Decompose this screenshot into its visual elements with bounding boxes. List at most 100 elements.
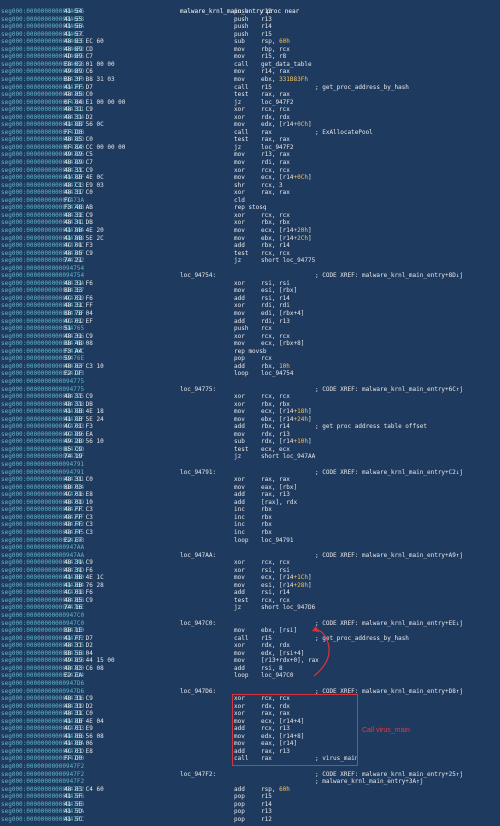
disasm-line[interactable]: seg000:00000000000946EE 48 83 EC 60 sub rsp… [0,38,500,46]
disasm-line[interactable]: seg000:0000000000094737 48 31 C0 xor rax, r… [0,189,500,197]
disasm-line[interactable]: seg000:00000000000947E3 4C 01 E9 add rcx, r… [0,725,500,733]
disasm-line[interactable]: seg000:00000000000947F6 41 5F pop r15 [0,793,500,801]
disasm-line[interactable]: seg000:0000000000094729 48 89 C7 mov rdi, r… [0,159,500,167]
disasm-line[interactable]: seg000:00000000000946EA 41 56 push r14 [0,23,500,31]
disasm-line[interactable]: seg000:0000000000094762 4C 01 EF add rdi, r… [0,318,500,326]
disasm-line[interactable]: seg000:00000000000946F2 48 89 CD mov rbp, r… [0,46,500,54]
disasm-line[interactable]: seg000:0000000000094791 48 31 C0 xor rax, r… [0,476,500,484]
disasm-line[interactable]: seg000:0000000000094717 41 8B 56 0C mov edx… [0,121,500,129]
disasm-line[interactable]: seg000:0000000000094791 [0,461,500,469]
disasm-line[interactable]: seg000:000000000009472C 48 31 C9 xor rcx, r… [0,167,500,175]
disasm-line[interactable]: seg000:0000000000094705 41 FF D7 call r15 ; … [0,84,500,92]
disasm-line[interactable]: seg000:00000000000946FD 49 89 C6 mov r14, r… [0,68,500,76]
disasm-line[interactable]: seg000:000000000009472F 41 8B 4E 0C mov ecx… [0,174,500,182]
disasm-line[interactable]: seg000:0000000000094794 8B 03 mov eax, [rbx… [0,484,500,492]
disasm-line[interactable]: seg000:00000000000947C2 41 FF D7 call r15 ; … [0,635,500,643]
disasm-line[interactable]: seg000:0000000000094759 4C 01 F6 add rsi, r… [0,295,500,303]
disasm-line[interactable]: seg000:00000000000947DC 48 31 C0 xor rax, r… [0,710,500,718]
disasm-line[interactable]: seg000:000000000009473B F3 48 AB rep stosq [0,204,500,212]
disasm-line[interactable]: seg000:00000000000947F8 41 5E pop r14 [0,801,500,809]
disasm-line[interactable]: seg000:0000000000094799 48 01 10 add [rax],… [0,499,500,507]
disasm-line[interactable]: seg000:0000000000094708 48 85 C0 test rax, … [0,91,500,99]
disasm-line[interactable]: seg000:000000000009477B 41 8B 4E 18 mov ecx… [0,408,500,416]
disasm-line[interactable]: seg000:000000000009476C F3 A4 rep movsb [0,348,500,356]
disasm-line[interactable]: seg000:0000000000094791 loc_94791: ; CODE … [0,469,500,477]
disasm-line[interactable]: seg000:0000000000094711 48 31 C9 xor rcx, r… [0,106,500,114]
disasm-line[interactable]: seg000:00000000000947F2 loc_947F2: ; CODE … [0,771,500,779]
disasm-line[interactable]: seg000:00000000000947F2 [0,763,500,771]
disasm-line[interactable]: seg000:000000000009471B FF D0 call rax ; ExA… [0,129,500,137]
disasm-line[interactable]: seg000:0000000000094726 49 89 C5 mov r13, r… [0,151,500,159]
disasm-line[interactable]: seg000:00000000000947EA 41 8B 06 mov eax, [… [0,740,500,748]
disasm-line[interactable]: seg000:00000000000947DF 41 8B 4E 04 mov ecx… [0,718,500,726]
disasm-line[interactable]: seg000:00000000000947C8 8B 56 04 mov edx, [… [0,650,500,658]
disasm-line[interactable]: seg000:0000000000094700 BB 3F B8 31 03 mov… [0,76,500,84]
disasm-line[interactable]: seg000:00000000000947F0 FF D0 call rax ; vir… [0,755,500,763]
disasm-line[interactable]: seg000:000000000009479F 48 FF C3 inc rbx [0,514,500,522]
disasm-line[interactable]: seg000:00000000000947E6 41 8B 56 08 mov edx… [0,733,500,741]
disasm-line[interactable]: seg000:00000000000947D0 48 83 C6 08 add rsi… [0,665,500,673]
disasm-line[interactable]: seg000:00000000000947AA [0,544,500,552]
disasm-line[interactable]: seg000:000000000009470B 0F 84 E1 00 00 00… [0,99,500,107]
disasm-line[interactable]: seg000:000000000009478D 85 C9 test ecx, ecx [0,446,500,454]
disasm-line[interactable]: seg000:0000000000094754 loc_94754: ; CODE … [0,272,500,280]
disasm-line[interactable]: seg000:000000000009473E 48 31 C9 xor rcx, r… [0,212,500,220]
disasm-line[interactable]: seg000:00000000000946E8 41 55 push r13 [0,16,500,24]
disasm-line[interactable]: seg000:00000000000947FA 41 5D pop r13 [0,808,500,816]
disasm-line[interactable]: seg000:00000000000947D6 [0,680,500,688]
disasm-line[interactable]: seg000:00000000000947D9 48 31 D2 xor rdx, r… [0,703,500,711]
disasm-line[interactable]: seg000:0000000000094741 48 31 DB xor rbx, r… [0,219,500,227]
disasm-line[interactable]: seg000:000000000009475F 8B 7B 04 mov edi, [… [0,310,500,318]
disasm-line[interactable]: seg000:0000000000094775 [0,378,500,386]
disasm-line[interactable]: seg000:0000000000094783 4C 01 F3 add rbx, r… [0,423,500,431]
disasm-line[interactable]: seg000:0000000000094720 0F 84 CC 00 00 00… [0,144,500,152]
disasm-line[interactable]: seg000:0000000000094775 48 31 C9 xor rcx, r… [0,393,500,401]
disasm-line[interactable]: seg000:0000000000094778 48 31 DB xor rbx, r… [0,401,500,409]
disasm-line[interactable]: seg000:00000000000946F5 4D 89 C7 mov r15, r… [0,53,500,61]
disasm-line[interactable]: seg000:0000000000094757 8B 33 mov esi, [rbx… [0,287,500,295]
disasm-line[interactable]: seg000:00000000000947F2 ; malware_krnl_ma… [0,778,500,786]
proc-title[interactable]: malware_krnl_main_entry proc near [180,8,300,15]
disasm-line[interactable]: seg000:00000000000947C0 [0,612,500,620]
disasm-line[interactable]: seg000:0000000000094744 41 8B 4E 20 mov ecx… [0,227,500,235]
disasm-line[interactable]: seg000:000000000009478F 74 19 jz short loc_… [0,453,500,461]
disasm-line[interactable]: seg000:00000000000946F8 E8 02 01 00 00 cal… [0,61,500,69]
disasm-line[interactable]: seg000:0000000000094754 [0,265,500,273]
disasm-line[interactable]: seg000:00000000000947C0 loc_947C0: ; CODE … [0,620,500,628]
disasm-line[interactable]: seg000:000000000009475C 48 31 FF xor rdi, r… [0,302,500,310]
disasm-line[interactable]: seg000:00000000000947A5 48 FF C3 inc rbx [0,529,500,537]
disasm-line[interactable]: seg000:00000000000947A8 E2 E7 loop loc_9479… [0,537,500,545]
disasm-line[interactable]: seg000:00000000000947C0 8B 1E mov ebx, [rsi… [0,627,500,635]
disasm-line[interactable]: seg000:00000000000947AA loc_947AA: ; CODE … [0,552,500,560]
disasm-line[interactable]: seg000:0000000000094765 51 push rcx [0,325,500,333]
disasm-line[interactable]: seg000:000000000009473A FC cld [0,197,500,205]
disasm-line[interactable]: seg000:000000000009474F 48 85 C9 test rcx, … [0,250,500,258]
disasm-line[interactable]: seg000:000000000009476E 59 pop rcx [0,355,500,363]
disasm-line[interactable]: seg000:00000000000947A2 48 FF C3 inc rbx [0,521,500,529]
disasm-line[interactable]: seg000:0000000000094748 41 8B 5E 2C mov ebx… [0,235,500,243]
disasm-line[interactable]: seg000:00000000000946EC 41 57 push r15 [0,31,500,39]
disasm-line[interactable]: seg000:00000000000947ED 4C 01 E8 add rax, r… [0,748,500,756]
disasm-line[interactable]: seg000:0000000000094786 4C 89 EA mov rdx, r… [0,431,500,439]
disasm-line[interactable]: seg000:0000000000094769 8B 4B 08 mov ecx, [… [0,340,500,348]
disasm-line[interactable]: seg000:00000000000947FC 41 5C pop r12 [0,816,500,824]
disasm-line[interactable]: seg000:00000000000947B8 4C 01 F6 add rsi, r… [0,589,500,597]
disasm-line[interactable]: seg000:00000000000947D4 E2 EA loop loc_947C… [0,672,500,680]
disasm-line[interactable]: seg000:00000000000947D6 48 31 C9 xor rcx, r… [0,695,500,703]
disasm-line[interactable]: seg000:0000000000094789 49 2B 56 10 sub rdx… [0,438,500,446]
disasm-line[interactable]: seg000:0000000000094766 48 31 C9 xor rcx, r… [0,333,500,341]
disasm-line[interactable]: seg000:0000000000094714 48 31 D2 xor rdx, r… [0,114,500,122]
disasm-line[interactable]: seg000:000000000009471D 48 85 C0 test rax, … [0,136,500,144]
disasm-line[interactable]: seg000:00000000000947F2 48 83 C4 60 add rsp… [0,786,500,794]
disasm-line[interactable]: seg000:0000000000094796 4C 01 E8 add rax, r… [0,491,500,499]
disasm-line[interactable]: seg000:0000000000094752 74 21 jz short loc_… [0,257,500,265]
disasm-line[interactable]: seg000:000000000009479C 48 FF C3 inc rbx [0,506,500,514]
disasm-line[interactable]: seg000:000000000009476F 48 83 C3 10 add rbx… [0,363,500,371]
disasm-line[interactable]: seg000:0000000000094775 loc_94775: ; CODE … [0,386,500,394]
disasm-line[interactable]: seg000:00000000000947BB 48 85 C9 test rcx, … [0,597,500,605]
disasm-line[interactable]: seg000:00000000000947C5 48 31 D2 xor rdx, r… [0,642,500,650]
disasm-line[interactable]: seg000:00000000000946E6 41 54 push r12 [0,8,500,16]
disasm-line[interactable]: seg000:000000000009477F 41 8B 5E 24 mov ebx… [0,416,500,424]
disasm-line[interactable]: seg000:00000000000947B0 41 8B 4E 1C mov ecx… [0,574,500,582]
disasm-line[interactable]: seg000:00000000000947D6 loc_947D6: ; CODE … [0,688,500,696]
